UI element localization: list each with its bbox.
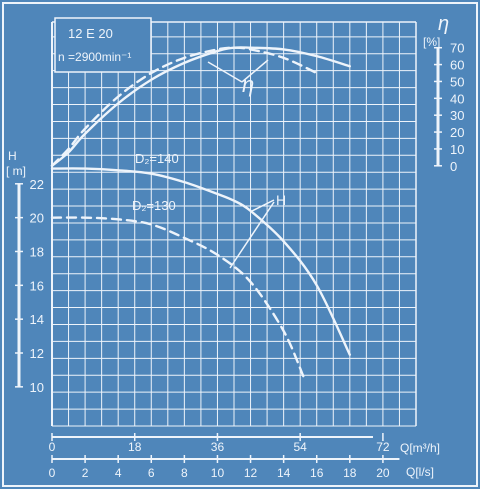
head-leader-lines bbox=[229, 199, 275, 269]
eff-axis-unit: [%] bbox=[423, 35, 440, 49]
x-m3h-tick-label: 72 bbox=[376, 440, 390, 454]
x-m3h-tick-label: 0 bbox=[49, 440, 56, 454]
curves bbox=[50, 46, 352, 378]
x-ls-tick-label: 8 bbox=[181, 466, 188, 480]
head-tick-label: 10 bbox=[30, 380, 44, 395]
x-ls-tick-label: 20 bbox=[376, 466, 390, 480]
eta-curve-label: η bbox=[242, 72, 254, 97]
head-axis-title: H bbox=[8, 149, 17, 163]
eff-tick-label: 50 bbox=[450, 74, 464, 89]
head-tick-label: 22 bbox=[30, 177, 44, 192]
eff-tick-label: 10 bbox=[450, 142, 464, 157]
axes: 0 2 4 6 8 10 12 14 16 18 20 0 18 36 54 72 10 12 14 16 18 20 22… bbox=[15, 41, 464, 480]
x-m3h-tick-label: 18 bbox=[128, 440, 142, 454]
legend-box bbox=[54, 17, 152, 73]
head-tick-label: 12 bbox=[30, 346, 44, 361]
series-line-1 bbox=[50, 216, 305, 378]
series-line-3 bbox=[50, 46, 318, 167]
model-label: 12 E 20 bbox=[68, 26, 113, 41]
x-m3h-tick-label: 54 bbox=[294, 440, 308, 454]
speed-label: n =2900min⁻¹ bbox=[58, 50, 131, 64]
grid bbox=[51, 21, 417, 427]
x-ls-tick-label: 16 bbox=[310, 466, 324, 480]
x-ls-tick-label: 18 bbox=[343, 466, 357, 480]
head-tick-label: 16 bbox=[30, 278, 44, 293]
eff-tick-label: 20 bbox=[450, 125, 464, 140]
x-ls-tick-label: 2 bbox=[82, 466, 89, 480]
head-tick-label: 20 bbox=[30, 211, 44, 226]
eff-tick-label: 70 bbox=[450, 41, 464, 56]
series-line-2 bbox=[50, 46, 352, 167]
x-axis-ls-label: Q[l/s] bbox=[406, 465, 434, 479]
x-ls-tick-label: 4 bbox=[115, 466, 122, 480]
x-m3h-tick-label: 36 bbox=[211, 440, 225, 454]
x-ls-tick-label: 10 bbox=[211, 466, 225, 480]
x-ls-tick-label: 6 bbox=[148, 466, 155, 480]
head-axis-unit: [ m] bbox=[6, 164, 26, 178]
d140-label: D₂=140 bbox=[135, 151, 179, 166]
eta-leader-lines bbox=[207, 59, 269, 83]
x-ls-tick-label: 14 bbox=[277, 466, 291, 480]
series-line-0 bbox=[50, 167, 352, 356]
head-tick-label: 14 bbox=[30, 312, 44, 327]
x-axis-m3h-label: Q[m³/h] bbox=[400, 441, 440, 455]
eff-tick-label: 0 bbox=[450, 159, 457, 174]
x-ls-tick-label: 12 bbox=[244, 466, 258, 480]
eff-tick-label: 30 bbox=[450, 108, 464, 123]
head-tick-label: 18 bbox=[30, 244, 44, 259]
d130-label: D₂=130 bbox=[132, 198, 176, 213]
head-curve-label: H bbox=[276, 192, 286, 208]
eff-axis-title: η bbox=[438, 13, 449, 35]
eff-tick-label: 60 bbox=[450, 58, 464, 73]
x-ls-tick-label: 0 bbox=[49, 466, 56, 480]
eff-tick-label: 40 bbox=[450, 91, 464, 106]
